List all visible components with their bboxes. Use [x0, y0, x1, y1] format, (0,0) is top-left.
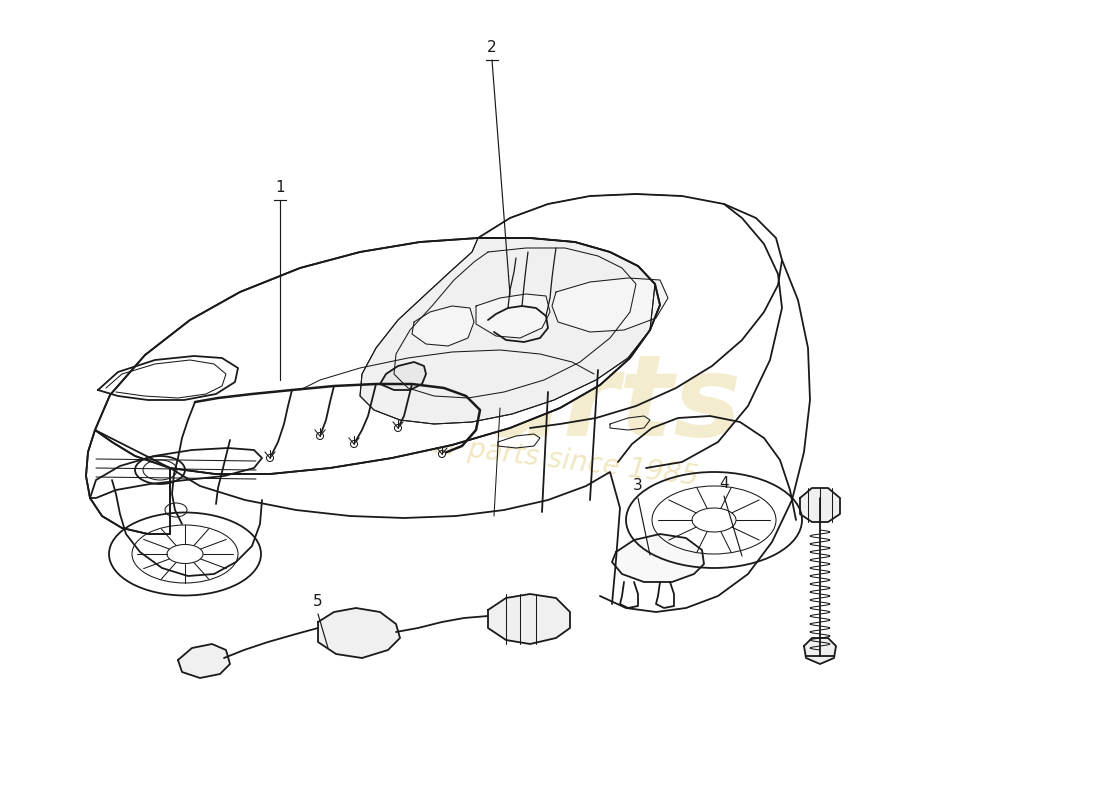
Text: 5: 5: [314, 594, 322, 610]
Text: a passion for parts since 1985: a passion for parts since 1985: [280, 413, 700, 491]
Text: 3: 3: [634, 478, 642, 494]
Ellipse shape: [266, 454, 274, 462]
Text: 4: 4: [719, 477, 729, 491]
Polygon shape: [804, 638, 836, 664]
Polygon shape: [612, 534, 704, 582]
Polygon shape: [360, 238, 654, 424]
Text: 1: 1: [275, 181, 285, 195]
Ellipse shape: [317, 433, 323, 439]
Polygon shape: [412, 306, 474, 346]
Text: 2: 2: [487, 41, 497, 55]
Polygon shape: [379, 362, 426, 390]
Ellipse shape: [351, 441, 358, 447]
Polygon shape: [178, 644, 230, 678]
Polygon shape: [95, 238, 660, 474]
Text: euroParts: euroParts: [118, 350, 743, 461]
Ellipse shape: [395, 425, 402, 431]
Polygon shape: [476, 294, 550, 338]
Polygon shape: [318, 608, 400, 658]
Polygon shape: [488, 594, 570, 644]
Polygon shape: [552, 278, 668, 332]
Polygon shape: [800, 488, 840, 522]
Ellipse shape: [439, 450, 446, 458]
